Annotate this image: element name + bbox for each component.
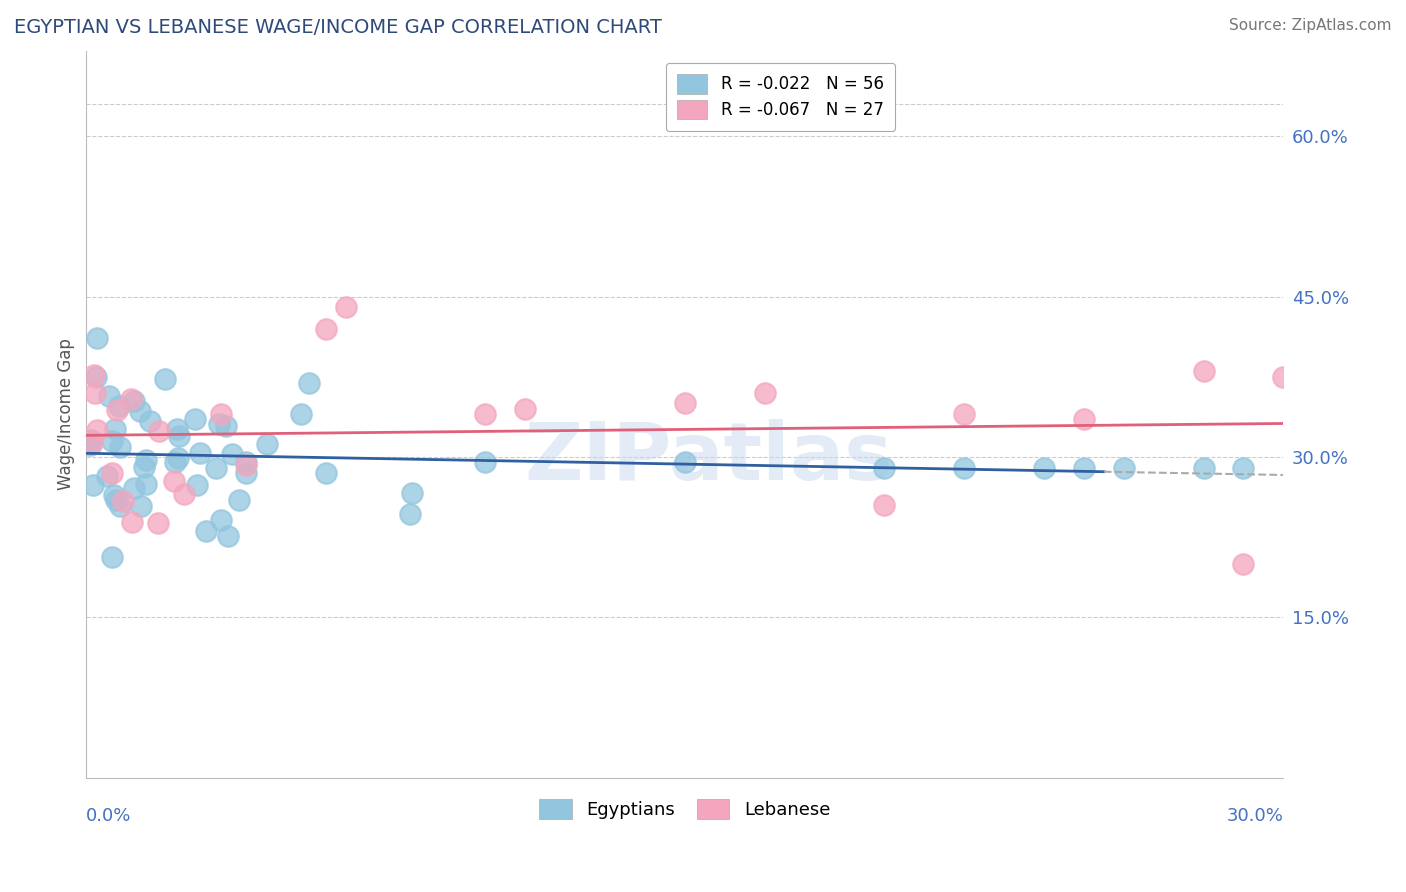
Point	[401, 486, 423, 500]
Point	[163, 455, 186, 469]
Point	[1032, 460, 1054, 475]
Point	[953, 407, 976, 421]
Point	[298, 376, 321, 390]
Text: ZIPatlas: ZIPatlas	[524, 418, 893, 497]
Point	[79, 438, 101, 452]
Point	[1232, 557, 1254, 571]
Point	[1073, 412, 1095, 426]
Point	[107, 403, 129, 417]
Point	[209, 407, 232, 421]
Point	[83, 368, 105, 383]
Point	[105, 493, 128, 508]
Point	[80, 436, 103, 450]
Point	[98, 389, 121, 403]
Text: Source: ZipAtlas.com: Source: ZipAtlas.com	[1229, 18, 1392, 33]
Point	[195, 524, 218, 538]
Point	[104, 422, 127, 436]
Text: 0.0%: 0.0%	[86, 806, 132, 824]
Point	[103, 488, 125, 502]
Point	[1272, 369, 1295, 384]
Point	[84, 386, 107, 401]
Point	[209, 512, 232, 526]
Point	[173, 487, 195, 501]
Point	[953, 460, 976, 475]
Point	[148, 516, 170, 530]
Point	[754, 385, 776, 400]
Point	[86, 331, 108, 345]
Point	[1192, 364, 1215, 378]
Point	[214, 418, 236, 433]
Point	[1073, 460, 1095, 475]
Point	[153, 372, 176, 386]
Text: 30.0%: 30.0%	[1226, 806, 1284, 824]
Point	[80, 433, 103, 447]
Point	[135, 452, 157, 467]
Point	[100, 466, 122, 480]
Point	[186, 477, 208, 491]
Point	[221, 447, 243, 461]
Point	[1192, 460, 1215, 475]
Point	[148, 424, 170, 438]
Legend: Egyptians, Lebanese: Egyptians, Lebanese	[533, 791, 838, 827]
Point	[873, 498, 896, 512]
Point	[235, 455, 257, 469]
Y-axis label: Wage/Income Gap: Wage/Income Gap	[58, 338, 75, 490]
Point	[139, 414, 162, 428]
Text: EGYPTIAN VS LEBANESE WAGE/INCOME GAP CORRELATION CHART: EGYPTIAN VS LEBANESE WAGE/INCOME GAP COR…	[14, 18, 662, 37]
Point	[184, 411, 207, 425]
Point	[217, 529, 239, 543]
Point	[96, 469, 118, 483]
Point	[673, 396, 696, 410]
Point	[121, 515, 143, 529]
Point	[86, 423, 108, 437]
Point	[100, 550, 122, 565]
Point	[132, 460, 155, 475]
Point	[167, 451, 190, 466]
Point	[110, 499, 132, 513]
Point	[235, 458, 257, 472]
Point	[108, 399, 131, 413]
Point	[108, 440, 131, 454]
Point	[398, 507, 420, 521]
Point	[474, 407, 496, 421]
Point	[1232, 460, 1254, 475]
Point	[290, 407, 312, 421]
Point	[129, 499, 152, 513]
Point	[515, 401, 537, 416]
Point	[873, 460, 896, 475]
Point	[335, 300, 357, 314]
Point	[166, 422, 188, 436]
Point	[101, 434, 124, 449]
Point	[315, 321, 337, 335]
Point	[135, 477, 157, 491]
Point	[673, 455, 696, 469]
Point	[315, 466, 337, 480]
Point	[120, 392, 142, 406]
Point	[208, 417, 231, 432]
Point	[474, 455, 496, 469]
Point	[1112, 460, 1135, 475]
Point	[122, 481, 145, 495]
Point	[129, 403, 152, 417]
Point	[82, 478, 104, 492]
Point	[111, 494, 134, 508]
Point	[256, 436, 278, 450]
Point	[169, 429, 191, 443]
Point	[124, 394, 146, 409]
Point	[84, 369, 107, 384]
Point	[205, 460, 228, 475]
Point	[163, 474, 186, 488]
Point	[228, 493, 250, 508]
Point	[235, 466, 257, 480]
Point	[188, 446, 211, 460]
